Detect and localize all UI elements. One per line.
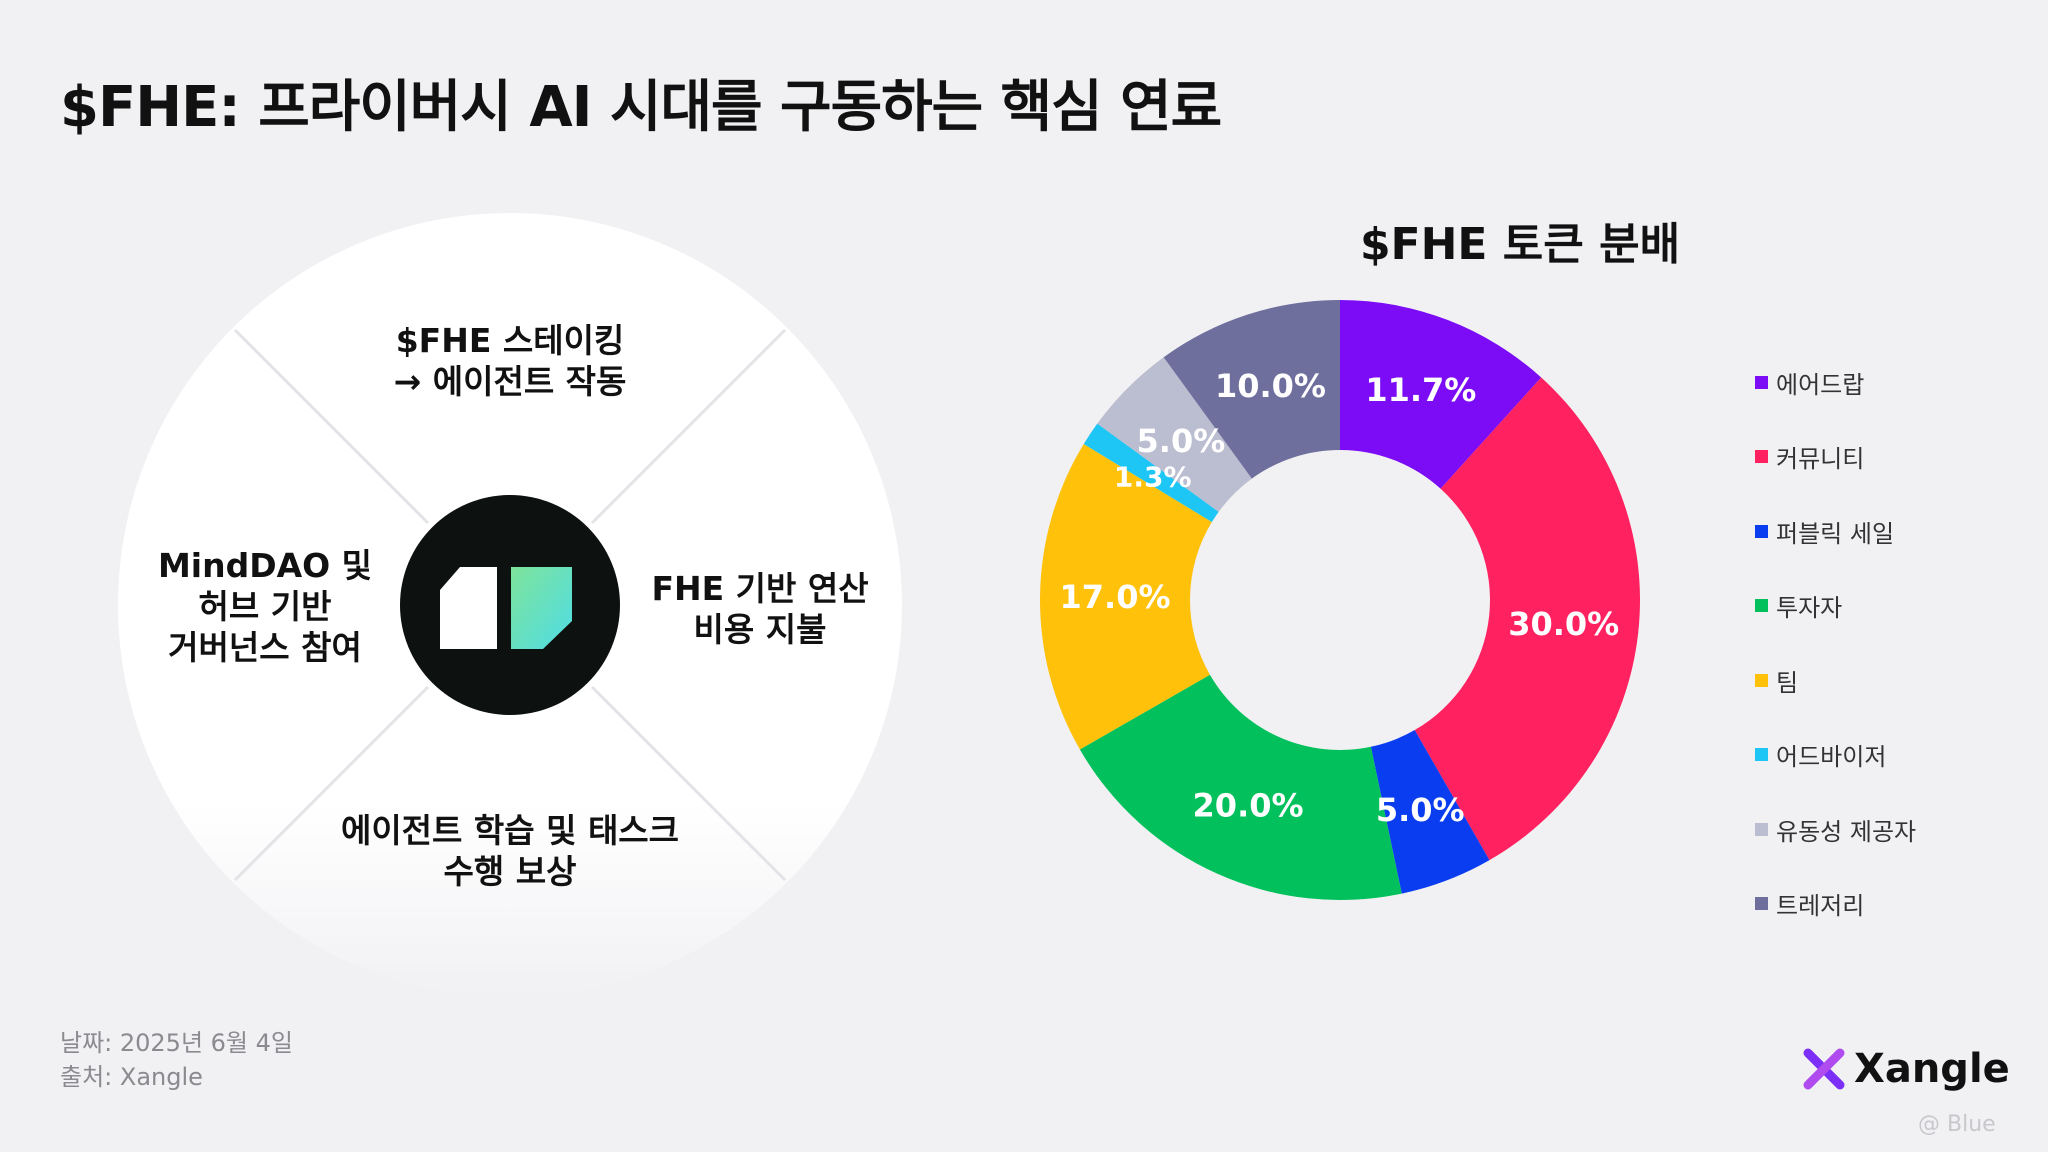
donut-slice-0 [1340, 300, 1542, 489]
divider-line [590, 328, 787, 525]
legend-label: 유동성 제공자 [1776, 817, 1917, 846]
legend-swatch [1755, 673, 1768, 687]
donut-slice-5 [1083, 423, 1219, 523]
legend-item: 에어드랍 [1755, 345, 1916, 420]
legend-label: 에어드랍 [1776, 370, 1865, 399]
diagram-label-rewards: 에이전트 학습 및 태스크 수행 보상 [340, 811, 680, 891]
legend-label: 커뮤니티 [1776, 445, 1865, 474]
legend-label: 팀 [1776, 668, 1799, 697]
slice-label-4: 17.0% [1060, 578, 1171, 616]
legend-item: 유동성 제공자 [1755, 792, 1916, 867]
donut-slice-2 [1370, 730, 1490, 894]
slice-label-7: 10.0% [1215, 367, 1326, 405]
slice-label-1: 30.0% [1508, 605, 1619, 643]
divider-line [590, 685, 787, 882]
diagram-label-governance: MindDAO 및 허브 기반 거버넌스 참여 [157, 546, 373, 667]
fhe-logo [400, 495, 620, 715]
legend-item: 팀 [1755, 643, 1916, 718]
legend-item: 투자자 [1755, 569, 1916, 644]
slice-label-6: 5.0% [1137, 422, 1226, 460]
chart-title: $FHE 토큰 분배 [1359, 219, 1681, 270]
brand-logo: Xangle [1802, 1046, 2010, 1092]
slice-label-0: 11.7% [1365, 371, 1476, 409]
slice-label-2: 5.0% [1376, 791, 1465, 829]
donut-slice-4 [1040, 444, 1212, 750]
legend-label: 트레저리 [1776, 892, 1865, 921]
legend-swatch [1755, 375, 1768, 389]
legend-swatch [1755, 524, 1768, 538]
footer-date: 날짜: 2025년 6월 4일 [60, 1029, 293, 1057]
legend-swatch [1755, 450, 1768, 464]
slice-label-3: 20.0% [1193, 786, 1304, 824]
utility-diagram [118, 213, 902, 997]
legend-label: 어드바이저 [1776, 743, 1887, 772]
fhe-logo-green-shape [511, 567, 572, 649]
donut-slice-3 [1079, 674, 1402, 901]
legend-label: 투자자 [1776, 594, 1843, 623]
diagram-label-compute-fee: FHE 기반 연산 비용 지불 [651, 569, 869, 649]
fhe-logo-white-shape [440, 567, 497, 649]
divider-line [233, 685, 430, 882]
xangle-x-icon [1803, 1048, 1845, 1090]
legend-item: 퍼블릭 세일 [1755, 494, 1916, 569]
page-title: $FHE: 프라이버시 AI 시대를 구동하는 핵심 연료 [60, 75, 1222, 140]
legend-item: 트레저리 [1755, 867, 1916, 942]
slice-label-5: 1.3% [1114, 460, 1192, 493]
donut-slice-7 [1163, 300, 1340, 479]
watermark: @ Blue [1918, 1112, 1996, 1137]
legend-swatch [1755, 897, 1768, 911]
legend-swatch [1755, 599, 1768, 613]
donut-slice-6 [1097, 357, 1252, 512]
donut-slice-1 [1414, 377, 1640, 861]
legend-item: 커뮤니티 [1755, 420, 1916, 495]
diagram-label-staking: $FHE 스테이킹 → 에이전트 작동 [393, 321, 627, 401]
legend-swatch [1755, 748, 1768, 762]
legend-item: 어드바이저 [1755, 718, 1916, 793]
legend-label: 퍼블릭 세일 [1776, 519, 1895, 548]
divider-line [233, 328, 430, 525]
footer: 날짜: 2025년 6월 4일 출처: Xangle [60, 1026, 293, 1094]
brand-name: Xangle [1854, 1046, 2010, 1092]
donut-chart: 11.7%30.0%5.0%20.0%17.0%1.3%5.0%10.0% [1040, 300, 1640, 901]
legend-swatch [1755, 822, 1768, 836]
footer-source: 출처: Xangle [60, 1063, 203, 1091]
